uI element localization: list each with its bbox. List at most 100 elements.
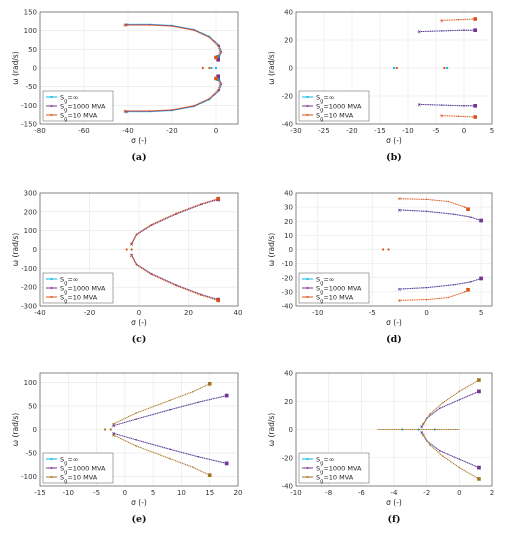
locus-point [200,203,202,205]
y-tick-label: -50 [26,450,37,458]
y-tick-label: -100 [21,102,37,110]
y-tick-label: 100 [24,27,37,35]
y-axis-label: ω (rad/s) [11,233,20,266]
real-pole [208,66,211,70]
series-2: ×× [395,17,477,120]
endpoint-marker [477,465,481,470]
locus-upper [126,23,221,57]
start-marker: × [421,422,425,428]
locus-point [220,51,223,53]
x-tick-label: 10 [177,489,186,497]
panel-caption: (b) [386,152,402,163]
locus-point [130,254,133,257]
panel-b: -30 -25 -20 -15 -10 -5 0 5 -40 -20 0 20 40 σ (-) ω (ra… [267,9,494,164]
y-tick-label: -300 [21,303,37,311]
x-axis-label: σ (-) [386,498,402,507]
locus-lower [113,434,210,476]
x-tick-label: -2 [423,489,430,497]
endpoint-marker [207,473,212,477]
locus-upper [124,24,221,58]
locus-point [124,24,126,26]
x-tick-label: -5 [369,309,376,317]
y-tick-label: 0 [289,65,293,73]
start-marker: × [420,425,424,431]
start-marker: × [420,430,424,436]
locus-lower [419,103,476,107]
locus-point [422,434,425,436]
legend-box [298,90,370,122]
legend-swatch-marker [306,458,309,460]
legend-entry: Sg=1000 MVA [316,102,362,113]
locus-point [112,423,115,425]
axes-frame [39,11,239,125]
y-tick-label: 40 [284,190,293,198]
locus-upper [125,24,223,60]
real-pole [201,66,204,70]
locus-point [425,286,428,289]
x-tick-label: -60 [78,127,89,135]
endpoint-marker [477,477,481,481]
locus-point [217,45,219,48]
y-tick-label: -100 [21,473,37,481]
locus-point [457,115,460,118]
locus-point [175,284,177,287]
real-pole [387,248,390,251]
locus-point [458,466,461,469]
locus-point [193,105,195,107]
start-marker: × [417,30,421,36]
endpoint-marker [224,461,229,466]
y-tick-label: 0 [33,65,37,73]
endpoint-marker [216,196,220,201]
y-tick-label: 0 [33,246,37,254]
locus-point [169,457,171,460]
endpoint-marker [473,104,477,108]
y-tick-label: -40 [282,121,293,129]
locus-point [464,206,466,208]
start-marker: × [397,298,401,304]
axes-frame [295,11,493,125]
endpoint-marker [473,17,477,21]
legend-entry: Sg=∞ [60,275,78,286]
real-pole [103,428,107,431]
locus-point [458,399,461,401]
endpoint-marker [216,298,220,303]
locus-point [463,105,465,107]
legend-swatch-marker [50,105,53,107]
locus-point [149,24,151,26]
y-axis-label: ω (rad/s) [11,51,20,84]
locus-lower [399,278,482,290]
x-tick-label: -10 [63,489,74,497]
y-tick-label: 0 [33,426,37,434]
legend-swatch-marker [306,476,309,478]
legend-swatch-marker [306,105,309,107]
y-tick-label: -20 [282,93,293,101]
x-tick-label: -40 [122,127,133,135]
start-marker: × [421,433,425,439]
y-tick-label: 20 [284,398,293,406]
x-tick-label: -4 [391,489,399,497]
real-pole [382,248,385,251]
legend-entry: Sg=1000 MVA [316,284,362,295]
start-marker: × [129,254,133,260]
locus-point [135,418,137,420]
x-tick-label: -25 [318,127,329,135]
series-1: ×× [420,389,481,470]
locus-point [447,200,450,203]
locus-point [130,242,133,245]
locus-point [193,29,195,31]
x-tick-label: 15 [205,489,214,497]
series-1: ×× [111,393,229,466]
locus-point [440,19,443,22]
series-2: ×× [103,382,212,477]
locus-point [112,432,115,434]
real-pole [443,66,446,70]
real-pole [433,428,436,431]
panel-caption: (a) [131,152,146,163]
locus-point [425,210,428,213]
start-marker: × [397,208,401,214]
